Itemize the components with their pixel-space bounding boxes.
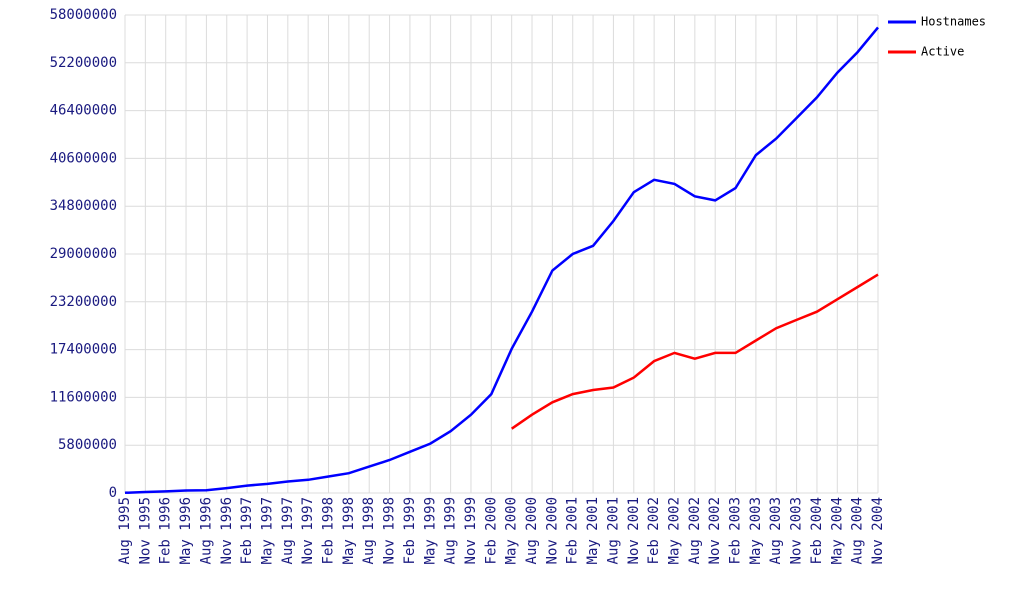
x-tick-label: Nov 1996 <box>219 497 235 564</box>
x-tick-label: Nov 2004 <box>870 497 886 564</box>
x-tick-label: Feb 2001 <box>565 497 581 564</box>
x-tick-label: Nov 1999 <box>463 497 479 564</box>
x-tick-label: Aug 2004 <box>850 497 866 564</box>
legend-label: Hostnames <box>921 15 986 29</box>
x-tick-label: Feb 1999 <box>402 497 418 564</box>
y-tick-label: 46400000 <box>50 103 117 119</box>
x-tick-label: Aug 2000 <box>524 497 540 564</box>
x-tick-label: Nov 2003 <box>789 497 805 564</box>
x-tick-label: Nov 1997 <box>300 497 316 564</box>
series-line <box>124 26 879 495</box>
x-tick-label: Nov 1998 <box>382 497 398 564</box>
x-tick-label: Aug 1999 <box>443 497 459 564</box>
x-tick-label: Feb 1997 <box>239 497 255 564</box>
x-tick-label: May 1997 <box>259 497 275 564</box>
x-tick-label: Aug 2003 <box>768 497 784 564</box>
y-tick-label: 40600000 <box>50 150 117 166</box>
x-tick-label: May 2000 <box>504 497 520 564</box>
x-tick-label: Aug 2002 <box>687 497 703 564</box>
x-tick-label: Feb 2004 <box>809 497 825 564</box>
y-tick-label: 11600000 <box>50 389 117 405</box>
y-tick-label: 17400000 <box>50 342 117 358</box>
y-tick-label: 5800000 <box>58 437 117 453</box>
x-tick-label: May 1999 <box>422 497 438 564</box>
x-tick-label: May 2004 <box>829 497 845 564</box>
x-tick-label: Aug 2001 <box>605 497 621 564</box>
x-tick-label: May 1996 <box>178 497 194 564</box>
x-tick-label: Aug 1998 <box>361 497 377 564</box>
y-tick-label: 23200000 <box>50 294 117 310</box>
y-tick-label: 34800000 <box>50 198 117 214</box>
x-tick-label: Feb 1996 <box>158 497 174 564</box>
x-tick-label: Nov 1995 <box>137 497 153 564</box>
x-tick-label: Feb 2003 <box>728 497 744 564</box>
series-line <box>510 273 879 430</box>
x-tick-label: May 1998 <box>341 497 357 564</box>
y-tick-label: 52200000 <box>50 55 117 71</box>
x-tick-label: Aug 1997 <box>280 497 296 564</box>
y-tick-label: 58000000 <box>50 7 117 23</box>
x-tick-label: Feb 2000 <box>483 497 499 564</box>
x-tick-label: Feb 1998 <box>321 497 337 564</box>
x-tick-label: Aug 1996 <box>198 497 214 564</box>
x-tick-label: Feb 2002 <box>646 497 662 564</box>
x-tick-label: Aug 1995 <box>117 497 133 564</box>
x-tick-label: Nov 2001 <box>626 497 642 564</box>
y-tick-label: 29000000 <box>50 246 117 262</box>
legend-label: Active <box>921 45 964 59</box>
x-tick-label: Nov 2000 <box>544 497 560 564</box>
y-tick-label: 0 <box>109 485 117 501</box>
x-tick-label: Nov 2002 <box>707 497 723 564</box>
x-tick-label: May 2003 <box>748 497 764 564</box>
x-tick-label: May 2002 <box>666 497 682 564</box>
x-tick-label: May 2001 <box>585 497 601 564</box>
